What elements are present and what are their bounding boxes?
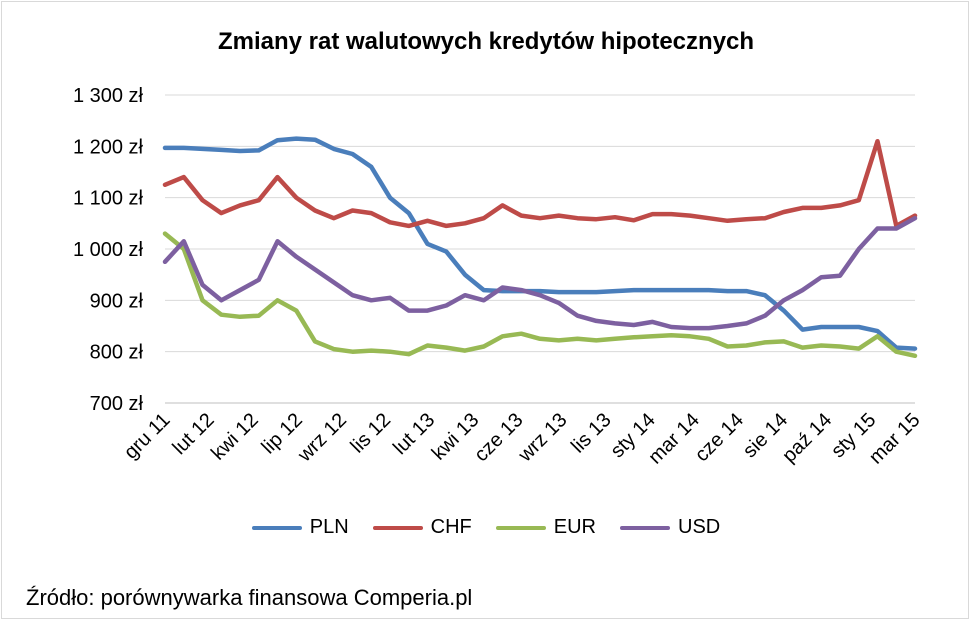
y-tick-label: 1 300 zł xyxy=(73,85,144,107)
x-tick-label: lis 12 xyxy=(347,409,396,458)
x-tick-label: wrz 13 xyxy=(514,409,572,467)
x-tick-label: cze 14 xyxy=(691,409,748,466)
legend-item-usd: USD xyxy=(620,516,720,539)
legend-label: CHF xyxy=(430,516,472,538)
x-tick-label: mar 14 xyxy=(644,409,704,469)
legend-item-eur: EUR xyxy=(495,516,596,539)
legend-swatch xyxy=(495,525,546,530)
legend-item-pln: PLN xyxy=(251,516,349,539)
x-tick-label: paź 14 xyxy=(778,409,836,467)
y-tick-label: 1 200 zł xyxy=(73,136,144,158)
series-line-usd xyxy=(162,215,918,331)
y-axis-ticks: 700 zł 800 zł 900 zł 1 000 zł 1 100 zł 1 200 … xyxy=(73,85,144,415)
legend-item-chf: CHF xyxy=(372,516,472,539)
legend-swatch xyxy=(251,525,302,530)
legend-label: USD xyxy=(678,516,721,538)
x-tick-label: lis 13 xyxy=(567,409,616,458)
x-tick-label: mar 15 xyxy=(865,409,925,469)
series-line-pln xyxy=(162,136,918,351)
legend: PLN CHF EUR USD xyxy=(0,516,972,539)
series-lines xyxy=(162,136,918,359)
legend-label: PLN xyxy=(309,516,349,538)
y-tick-label: 800 zł xyxy=(90,342,144,364)
legend-swatch xyxy=(372,525,423,530)
y-tick-label: 1 000 zł xyxy=(73,239,144,261)
y-tick-label: 900 zł xyxy=(90,290,144,312)
series-line-chf xyxy=(162,138,918,229)
x-tick-label: wrz 12 xyxy=(293,409,351,467)
x-tick-label: gru 11 xyxy=(120,409,175,464)
x-tick-label: cze 13 xyxy=(470,409,527,466)
legend-label: EUR xyxy=(553,516,596,538)
y-tick-label: 700 zł xyxy=(90,393,144,415)
legend-swatch xyxy=(620,525,670,530)
chart-title: Zmiany rat walutowych kredytów hipoteczn… xyxy=(217,28,755,55)
x-tick-label: kwi 12 xyxy=(207,409,263,465)
y-tick-label: 1 100 zł xyxy=(73,188,144,210)
series-line-eur xyxy=(162,231,918,359)
source-note: Źródło: porównywarka finansowa Comperia.… xyxy=(26,585,473,610)
